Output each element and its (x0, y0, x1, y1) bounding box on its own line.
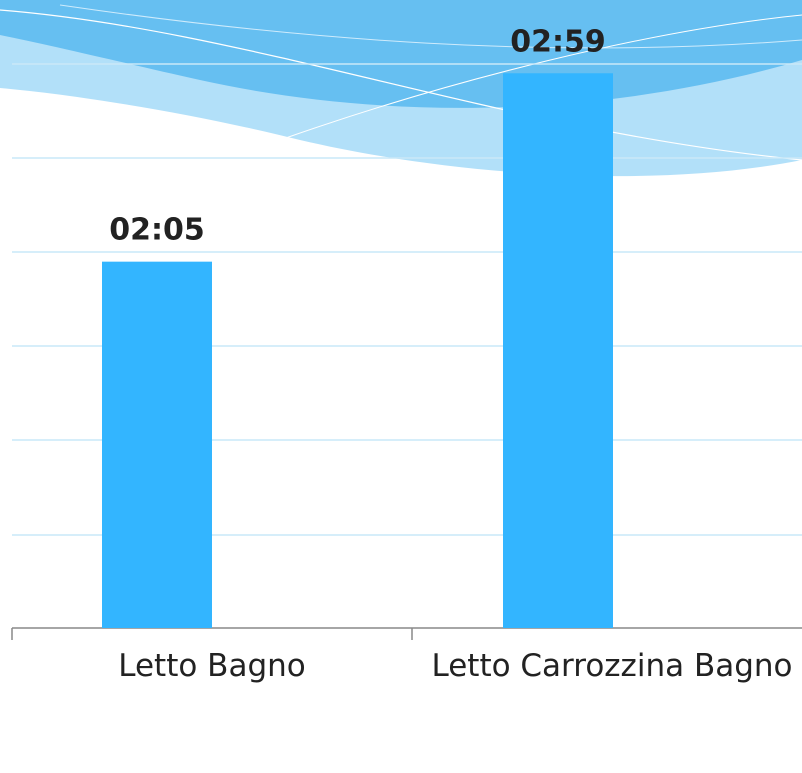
background-waves (0, 0, 802, 177)
x-axis (11, 627, 802, 640)
bar (102, 261, 212, 628)
value-label: 02:59 (510, 24, 606, 59)
x-tick-label: Letto Carrozzina Bagno (431, 648, 793, 684)
bar (503, 73, 613, 629)
value-label: 02:05 (109, 213, 205, 248)
x-tick-label: Letto Bagno (118, 648, 306, 684)
